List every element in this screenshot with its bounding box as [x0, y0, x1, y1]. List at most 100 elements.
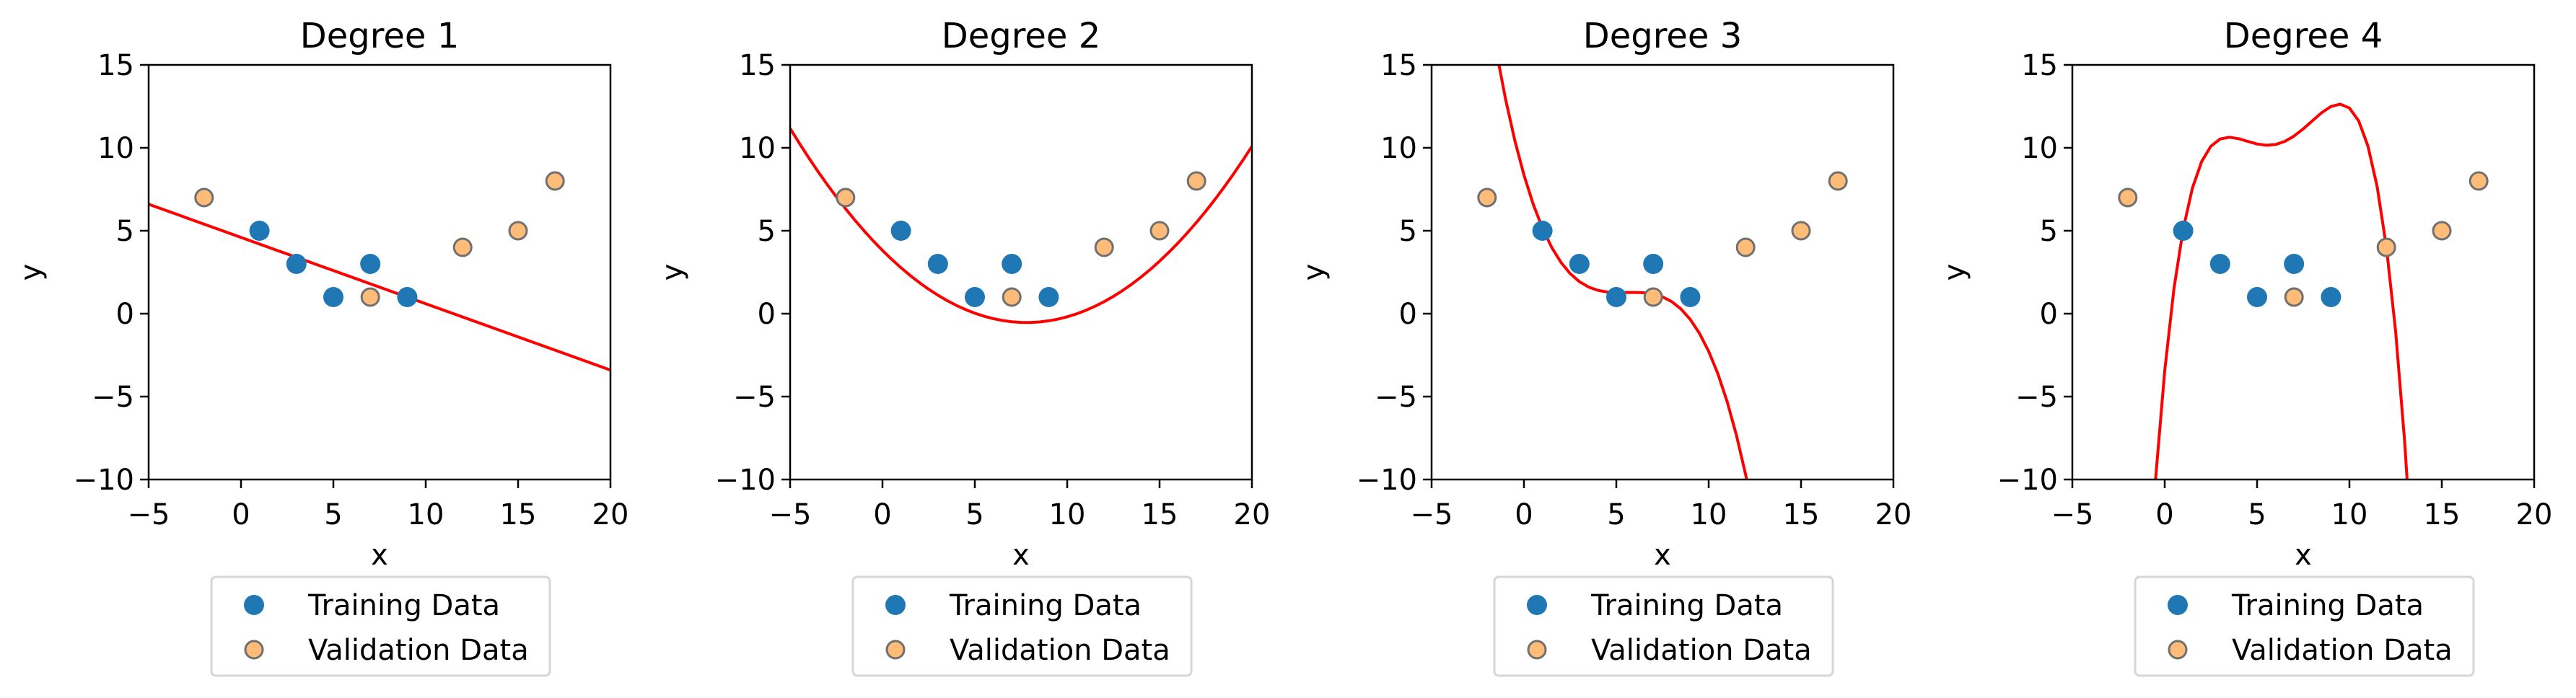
axes-frame [789, 63, 1253, 481]
training-point [890, 221, 911, 241]
x-axis-label: x [1654, 539, 1671, 572]
validation-point [1643, 287, 1663, 307]
training-point [323, 287, 343, 307]
x-tick-label: 15 [2424, 498, 2461, 531]
y-tick-label: 0 [758, 298, 776, 331]
training-point [397, 287, 418, 307]
training-point [1532, 221, 1553, 241]
training-point [2247, 287, 2267, 307]
validation-point [194, 187, 214, 208]
validation-point [1094, 237, 1114, 257]
training-point [1680, 287, 1701, 307]
validation-point [1828, 171, 1848, 191]
training-point [286, 254, 307, 274]
y-tick-label: 5 [2040, 215, 2058, 248]
training-point [965, 287, 985, 307]
legend-training-marker [2168, 595, 2188, 615]
fit-curve [790, 128, 1252, 324]
validation-point [2468, 171, 2489, 191]
legend-validation-marker [885, 640, 906, 660]
y-tick-label: 15 [97, 49, 134, 82]
validation-point [2118, 187, 2138, 208]
y-tick-label: −10 [1357, 464, 1417, 497]
training-point [2209, 254, 2230, 274]
y-tick-label: 10 [739, 132, 776, 165]
y-axis-label: y [656, 264, 689, 281]
y-tick-label: 15 [2021, 49, 2058, 82]
validation-point [2376, 237, 2396, 257]
validation-point [1477, 187, 1497, 208]
training-point [2173, 221, 2194, 241]
y-axis-label: y [14, 264, 48, 281]
y-tick-label: −10 [1997, 464, 2058, 497]
fit-curve [149, 203, 610, 372]
x-tick-label: 15 [1783, 498, 1820, 531]
legend-validation-label: Validation Data [308, 634, 529, 667]
validation-point [1149, 221, 1170, 241]
y-tick-label: −10 [74, 464, 134, 497]
legend-training-label: Training Data [307, 589, 500, 622]
axes-frame [2071, 63, 2536, 481]
x-tick-label: 15 [1142, 498, 1178, 531]
x-tick-label: 5 [1607, 498, 1625, 531]
legend-training-label: Training Data [1590, 589, 1783, 622]
y-tick-label: 5 [1399, 215, 1417, 248]
x-tick-label: 10 [408, 498, 444, 531]
training-point [249, 221, 270, 241]
legend-training-label: Training Data [949, 589, 1142, 622]
x-tick-label: −5 [128, 498, 170, 531]
chart-title: Degree 3 [1583, 16, 1743, 56]
legend-validation-marker [244, 640, 264, 660]
x-tick-label: 5 [2248, 498, 2266, 531]
validation-point [1002, 287, 1022, 307]
x-tick-label: 15 [500, 498, 537, 531]
y-tick-label: −5 [1375, 381, 1417, 414]
y-tick-label: −5 [733, 381, 776, 414]
y-tick-label: 10 [1380, 132, 1417, 165]
validation-point [1791, 221, 1811, 241]
y-tick-label: −5 [92, 381, 134, 414]
x-tick-label: 10 [1049, 498, 1086, 531]
legend: Training Data Validation Data [2134, 575, 2475, 677]
x-tick-label: −5 [769, 498, 812, 531]
y-axis-label: y [1297, 264, 1331, 281]
training-point [360, 254, 381, 274]
validation-point [545, 171, 565, 191]
y-tick-label: 0 [2040, 298, 2058, 331]
y-tick-label: −10 [715, 464, 776, 497]
validation-point [2432, 221, 2452, 241]
validation-point [452, 237, 473, 257]
validation-point [2284, 287, 2304, 307]
legend: Training Data Validation Data [851, 575, 1193, 677]
y-axis-label: y [1938, 264, 1971, 281]
legend-box [851, 575, 1193, 677]
x-axis-label: x [1012, 539, 1030, 572]
training-point [1002, 254, 1022, 274]
validation-point [360, 287, 380, 307]
legend-validation-label: Validation Data [2232, 634, 2453, 667]
legend-box [210, 575, 551, 677]
legend-validation-marker [1527, 640, 1547, 660]
x-tick-label: 0 [873, 498, 891, 531]
legend: Training Data Validation Data [210, 575, 551, 677]
y-tick-label: 0 [116, 298, 134, 331]
training-point [927, 254, 948, 274]
training-point [1038, 287, 1059, 307]
y-tick-label: 10 [97, 132, 134, 165]
validation-point [508, 221, 528, 241]
legend-training-marker [1527, 595, 1547, 615]
legend-training-marker [885, 595, 906, 615]
training-point [2321, 287, 2341, 307]
legend-validation-label: Validation Data [950, 634, 1170, 667]
training-point [1643, 254, 1664, 274]
legend: Training Data Validation Data [1493, 575, 1834, 677]
x-tick-label: 0 [1515, 498, 1533, 531]
x-tick-label: 20 [1234, 498, 1271, 531]
y-tick-label: 5 [116, 215, 134, 248]
training-point [2284, 254, 2305, 274]
y-tick-label: 10 [2021, 132, 2058, 165]
y-tick-label: 0 [1399, 298, 1417, 331]
y-tick-label: 5 [758, 215, 776, 248]
validation-point [1186, 171, 1206, 191]
